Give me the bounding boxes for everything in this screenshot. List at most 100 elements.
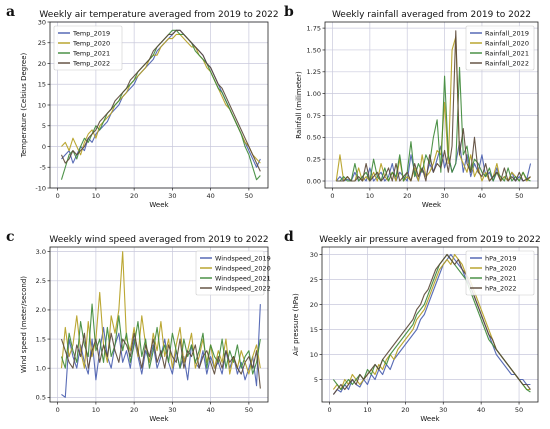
y-tick-label: 30 <box>310 251 318 259</box>
series-line-hpa-2022 <box>332 253 531 395</box>
legend-entry: hPa_2020 <box>485 264 517 272</box>
series-line-temp-2020 <box>61 33 261 164</box>
y-tick-label: 15 <box>38 81 46 89</box>
legend-entry: hPa_2019 <box>485 254 517 262</box>
plot-frame <box>321 246 539 403</box>
x-tick-label: 30 <box>440 192 448 200</box>
chart-title: Weekly wind speed averaged from 2019 to … <box>49 235 268 245</box>
y-tick-label: 0.5 <box>36 394 46 402</box>
series-line-rainfall-2020 <box>335 36 531 182</box>
chart-title: Weekly air temperature averaged from 201… <box>39 10 278 20</box>
x-tick-label: 50 <box>245 192 253 200</box>
y-tick-label: 10 <box>38 101 46 109</box>
series-line-windspeed-2021 <box>60 303 261 375</box>
legend-entry: Temp_2021 <box>72 49 110 57</box>
legend-entry: Rainfall_2020 <box>485 39 529 47</box>
series-line-hpa-2019 <box>332 253 531 395</box>
y-axis-label: Air pressure (hPa) <box>292 293 300 356</box>
x-tick-label: 50 <box>515 406 523 414</box>
y-tick-label: 0 <box>42 143 46 151</box>
y-tick-label: 1.50 <box>307 46 321 54</box>
series-line-windspeed-2020 <box>60 251 261 375</box>
series-line-rainfall-2021 <box>336 66 531 182</box>
legend-box <box>465 250 535 296</box>
x-tick-label: 50 <box>245 406 253 414</box>
legend-entry: Temp_2020 <box>72 39 110 47</box>
y-tick-label: 2.5 <box>36 277 46 285</box>
y-tick-label: 1.00 <box>307 90 321 98</box>
x-tick-label: 20 <box>403 192 411 200</box>
x-tick-label: 10 <box>363 406 371 414</box>
y-tick-label: 1.25 <box>307 68 321 76</box>
legend-entry: Temp_2022 <box>72 59 110 67</box>
legend-entry: Temp_2019 <box>72 29 110 37</box>
legend-box <box>195 250 265 296</box>
x-tick-label: 40 <box>206 406 214 414</box>
x-tick-label: 30 <box>168 406 176 414</box>
x-tick-label: 40 <box>477 406 485 414</box>
x-tick-label: 0 <box>328 406 332 414</box>
y-tick-label: 1.0 <box>36 365 46 373</box>
legend-entry: Windspeed_2020 <box>215 264 271 272</box>
x-axis-label: Week <box>149 415 169 423</box>
legend-entry: Rainfall_2019 <box>485 29 529 37</box>
x-tick-label: 30 <box>168 192 176 200</box>
y-tick-label: 0.50 <box>307 134 321 142</box>
panel-letter: a <box>6 4 15 20</box>
panel-a: a Weekly air temperature averaged from 20… <box>6 4 279 209</box>
y-axis-label: Rainfall (milimeter) <box>295 71 303 139</box>
legend-entry: hPa_2021 <box>485 274 517 282</box>
series-line-windspeed-2022 <box>60 332 261 389</box>
y-tick-label: -5 <box>40 164 46 172</box>
y-tick-label: 3.0 <box>36 248 46 256</box>
y-tick-label: 2.0 <box>36 306 46 314</box>
legend-entry: Windspeed_2021 <box>215 274 271 282</box>
x-axis-label: Week <box>149 201 169 209</box>
y-axis-label: Temperature (Celsius Degree) <box>20 52 28 158</box>
y-tick-label: 0.00 <box>307 177 321 185</box>
y-tick-label: 0.75 <box>307 112 321 120</box>
plot-frame <box>324 21 539 189</box>
legend-entry: Rainfall_2021 <box>485 49 529 57</box>
y-tick-label: 20 <box>310 301 318 309</box>
x-tick-label: 0 <box>330 192 334 200</box>
chart-title: Weekly rainfall averaged from 2019 to 20… <box>332 10 531 20</box>
y-tick-label: 25 <box>38 39 46 47</box>
x-tick-label: 10 <box>366 192 374 200</box>
x-tick-label: 30 <box>439 406 447 414</box>
y-tick-label: 20 <box>38 60 46 68</box>
legend-entry: hPa_2022 <box>485 284 517 292</box>
series-line-rainfall-2019 <box>335 141 532 182</box>
panel-letter: b <box>284 4 294 20</box>
panel-b: b Weekly rainfall averaged from 2019 to 2… <box>284 4 539 209</box>
legend-box <box>465 25 535 71</box>
x-tick-label: 20 <box>130 192 138 200</box>
series-line-temp-2022 <box>60 29 261 172</box>
legend-entry: Rainfall_2022 <box>485 59 529 67</box>
x-tick-label: 50 <box>515 192 523 200</box>
y-tick-label: 15 <box>310 326 318 334</box>
series-line-rainfall-2022 <box>336 30 531 182</box>
y-tick-label: -10 <box>35 184 46 192</box>
y-axis-label: Wind speed (meter/second) <box>20 276 28 373</box>
legend-entry: Windspeed_2019 <box>215 254 271 262</box>
y-tick-label: 5 <box>42 122 46 130</box>
legend-box <box>53 25 123 71</box>
x-axis-label: Week <box>420 415 440 423</box>
legend: hPa_2019 hPa_2020 hPa_2021 hPa_2022 <box>465 250 535 296</box>
legend: Temp_2019 Temp_2020 Temp_2021 Temp_2022 <box>53 25 123 71</box>
x-tick-label: 10 <box>92 406 100 414</box>
plot-frame <box>49 21 269 189</box>
panel-letter: c <box>6 229 15 245</box>
x-tick-label: 40 <box>478 192 486 200</box>
panel-letter: d <box>284 229 294 245</box>
legend: Windspeed_2019 Windspeed_2020 Windspeed_20… <box>195 250 271 296</box>
x-tick-label: 0 <box>56 406 60 414</box>
x-tick-label: 40 <box>206 192 214 200</box>
x-axis-label: Week <box>422 201 442 209</box>
x-tick-label: 10 <box>92 192 100 200</box>
y-tick-label: 30 <box>38 18 46 26</box>
y-tick-label: 25 <box>310 276 318 284</box>
y-tick-label: 0.25 <box>307 155 321 163</box>
plot-frame <box>49 246 269 403</box>
